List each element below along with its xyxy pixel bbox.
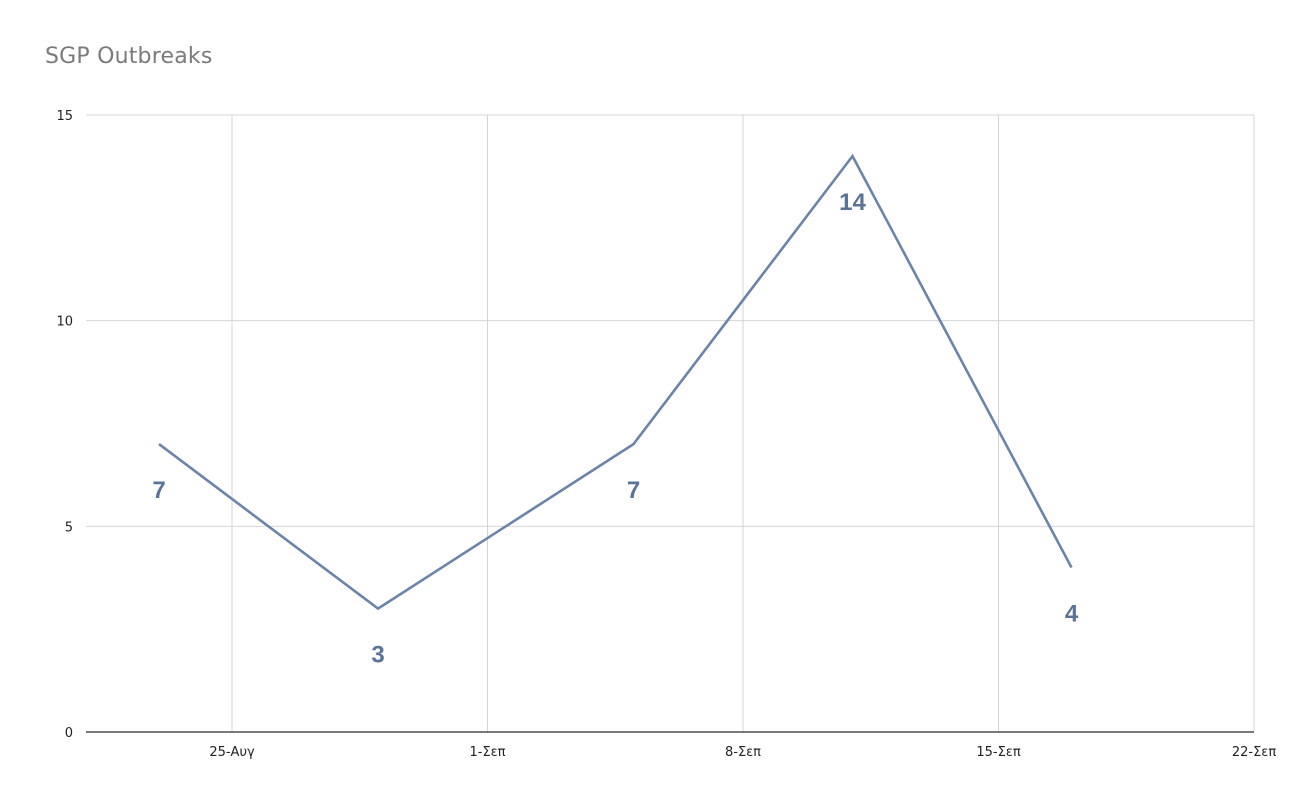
series [158,153,1073,611]
y-tick-label: 10 [56,315,73,330]
data-label: 14 [839,189,866,216]
x-tick-label: 8-Σεπ [725,745,761,760]
grid [86,114,1255,732]
x-tick-label: 22-Σεπ [1232,745,1276,760]
x-tick-label: 1-Σεπ [469,745,505,760]
data-label: 7 [627,477,640,504]
chart-title: SGP Outbreaks [45,44,213,69]
x-tick-label: 15-Σεπ [976,745,1020,760]
y-tick-label: 15 [56,109,73,124]
x-tick-label: 25-Αυγ [209,745,255,760]
series-line [158,153,1073,611]
data-label: 4 [1065,600,1079,627]
data-label: 3 [371,642,384,669]
axes: 0 5 10 15 25-Αυγ 1-Σεπ 8-Σεπ 15-Σεπ 22-Σεπ [56,109,1276,760]
data-labels: 7 3 7 14 4 [152,189,1079,668]
y-tick-label: 0 [65,726,73,741]
data-label: 7 [152,477,165,504]
y-tick-label: 5 [65,520,73,535]
